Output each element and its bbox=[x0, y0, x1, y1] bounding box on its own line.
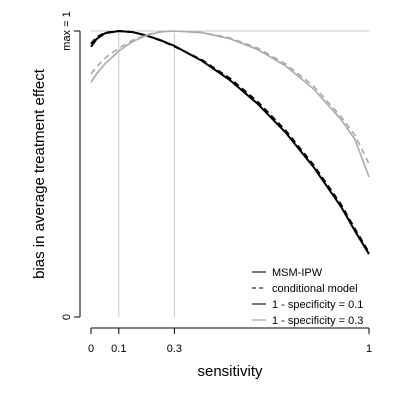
legend-label: 1 - specificity = 0.1 bbox=[272, 299, 363, 311]
series-line bbox=[90, 29, 370, 255]
legend-label: conditional model bbox=[272, 283, 358, 295]
x-tick-label: 0.1 bbox=[111, 343, 126, 355]
legend-label: MSM-IPW bbox=[272, 267, 323, 279]
x-tick-label: 1 bbox=[366, 343, 372, 355]
x-ticks: 0 0.1 0.3 1 bbox=[88, 328, 372, 355]
reference-lines bbox=[91, 30, 369, 317]
series-line bbox=[90, 30, 370, 165]
x-axis-label: sensitivity bbox=[197, 363, 263, 380]
axes bbox=[79, 31, 369, 329]
series-lines bbox=[90, 29, 370, 255]
series-line bbox=[90, 30, 370, 178]
legend: MSM-IPW conditional model 1 - specificity … bbox=[252, 267, 363, 327]
x-tick-label: 0.3 bbox=[167, 343, 182, 355]
y-ticks: 0 max = 1 bbox=[61, 11, 80, 320]
legend-label: 1 - specificity = 0.3 bbox=[272, 315, 363, 327]
y-axis-label: bias in average treatment effect bbox=[31, 68, 48, 279]
y-tick-label: 0 bbox=[61, 314, 73, 320]
x-tick-label: 0 bbox=[88, 343, 94, 355]
y-tick-label: max = 1 bbox=[61, 11, 73, 50]
series-line bbox=[90, 29, 370, 254]
